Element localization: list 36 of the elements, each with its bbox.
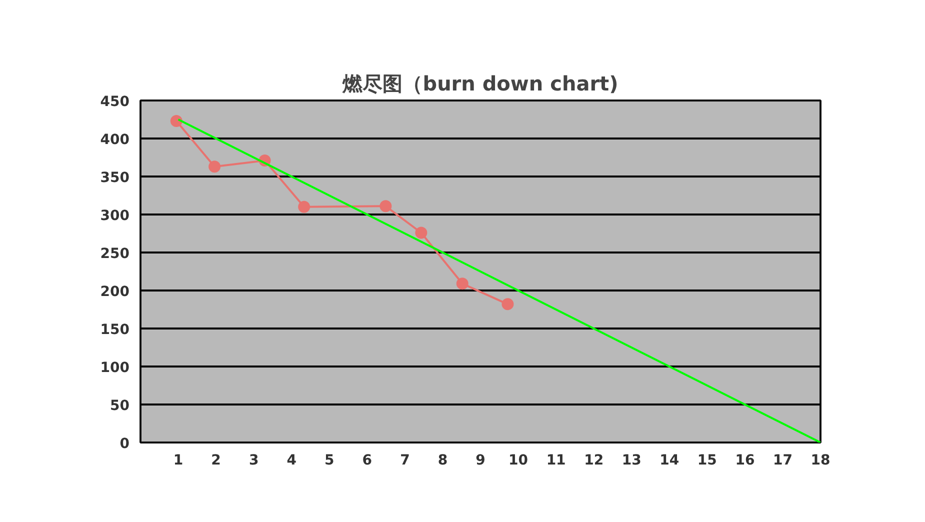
y-tick-label: 450 — [100, 94, 130, 110]
point — [170, 115, 182, 128]
x-tick-label: 9 — [476, 452, 486, 468]
x-tick-label: 6 — [362, 452, 372, 468]
x-tick-label: 10 — [508, 452, 528, 468]
y-tick-label: 400 — [100, 132, 130, 148]
y-tick-label: 50 — [110, 398, 130, 414]
x-tick-label: 17 — [772, 452, 792, 468]
x-tick-label: 16 — [735, 452, 755, 468]
y-tick-label: 150 — [100, 322, 130, 338]
point — [456, 278, 468, 290]
x-tick-label: 12 — [584, 452, 604, 468]
point — [502, 298, 514, 310]
y-tick-label: 300 — [100, 208, 130, 224]
x-tick-label: 1 — [173, 452, 184, 468]
chart-title: 燃尽图（burn down chart) — [342, 72, 618, 96]
x-tick-label: 18 — [810, 452, 830, 468]
point — [298, 200, 310, 213]
point — [380, 200, 392, 212]
x-tick-label: 14 — [660, 452, 680, 468]
y-tick-label: 350 — [100, 170, 130, 186]
x-tick-label: 7 — [400, 452, 410, 468]
x-tick-label: 13 — [622, 452, 642, 468]
y-tick-label: 250 — [100, 246, 130, 262]
y-tick-label: 100 — [100, 360, 130, 376]
point — [208, 160, 221, 173]
x-tick-label: 5 — [324, 452, 334, 468]
x-tick-label: 8 — [438, 452, 448, 468]
point — [415, 226, 428, 239]
x-tick-label: 4 — [286, 452, 297, 468]
y-tick-label: 0 — [120, 436, 130, 452]
x-tick-label: 15 — [697, 452, 717, 468]
y-tick-label: 200 — [100, 284, 130, 300]
x-tick-label: 3 — [248, 452, 259, 468]
x-tick-label: 2 — [211, 452, 221, 468]
x-tick-label: 11 — [546, 452, 566, 468]
